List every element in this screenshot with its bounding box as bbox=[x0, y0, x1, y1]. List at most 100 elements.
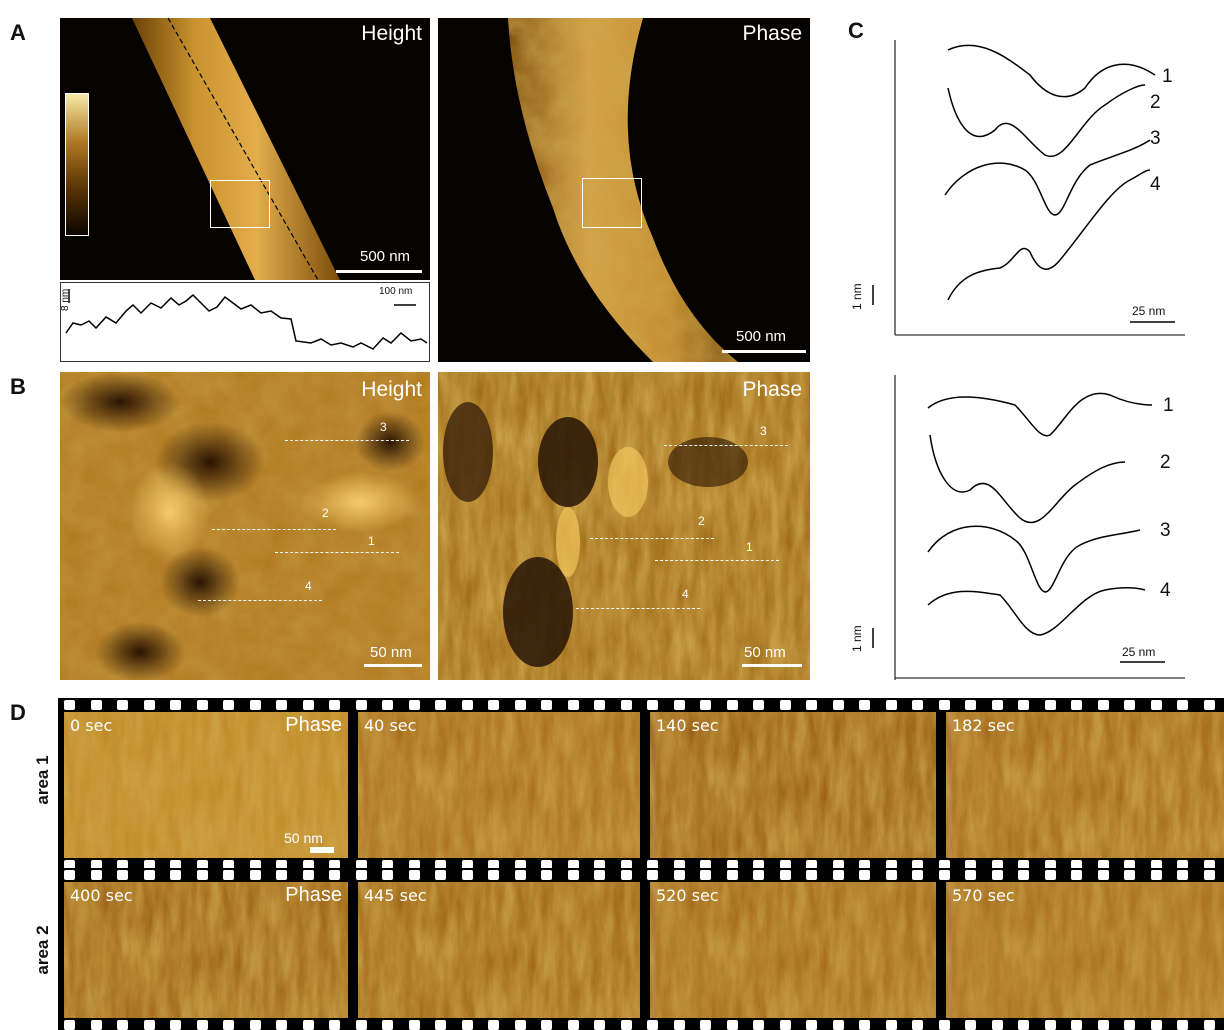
film-sprocket-hole bbox=[779, 700, 791, 710]
film-sprocket-hole bbox=[567, 700, 579, 710]
film-sprocket-hole bbox=[302, 860, 314, 870]
film-sprocket-hole bbox=[965, 1020, 976, 1030]
profile-line-number: 1 bbox=[368, 534, 375, 548]
film-sprocket-hole bbox=[276, 1020, 287, 1030]
film-sprocket-hole bbox=[1124, 700, 1135, 710]
film-sprocket-hole bbox=[329, 870, 340, 880]
film-sprocket-hole bbox=[541, 1020, 552, 1030]
film-sprocket-hole bbox=[594, 1020, 605, 1030]
film-sprocket-hole bbox=[223, 700, 234, 710]
top-hscale-label: 25 nm bbox=[1132, 304, 1166, 318]
time-label: 400 sec bbox=[70, 886, 133, 905]
film-sprocket-hole bbox=[885, 700, 897, 710]
scale-label: 500 nm bbox=[736, 328, 787, 345]
profile-line-number: 4 bbox=[682, 587, 689, 601]
profile-line-number: 2 bbox=[698, 514, 705, 528]
film-sprocket-hole bbox=[143, 860, 155, 870]
film-sprocket-hole bbox=[938, 700, 950, 710]
film-sprocket-hole bbox=[1124, 860, 1135, 870]
scale-bar bbox=[364, 664, 422, 667]
profile-line-2 bbox=[212, 529, 336, 530]
scale-label: 50 nm bbox=[370, 644, 412, 661]
film-sprocket-hole bbox=[170, 1020, 181, 1030]
film-sprocket-hole bbox=[382, 870, 393, 880]
film-sprocket-hole bbox=[514, 860, 526, 870]
film-sprocket-hole bbox=[488, 860, 499, 870]
frame-182-sec: 182 sec bbox=[946, 712, 1224, 858]
film-sprocket-hole bbox=[673, 870, 685, 880]
film-sprocket-hole bbox=[938, 860, 950, 870]
film-sprocket-hole bbox=[408, 700, 420, 710]
film-sprocket-hole bbox=[1124, 870, 1135, 880]
bottom-vscale-label: 1 nm bbox=[850, 625, 864, 652]
scale-bar bbox=[722, 350, 806, 353]
top-vscale-label: 1 nm bbox=[850, 283, 864, 310]
film-sprocket-hole bbox=[1071, 1020, 1082, 1030]
profile-line-3 bbox=[664, 445, 788, 446]
film-sprocket-hole bbox=[1177, 870, 1188, 880]
film-strip-area-2: 400 sec Phase 445 sec 520 sec 570 sec bbox=[58, 868, 1224, 1030]
film-sprocket-hole bbox=[912, 700, 923, 710]
film-sprocket-hole bbox=[753, 700, 764, 710]
film-sprocket-hole bbox=[541, 700, 552, 710]
profile-line-2 bbox=[590, 538, 714, 539]
film-sprocket-hole bbox=[647, 700, 658, 710]
film-sprocket-hole bbox=[355, 860, 367, 870]
film-sprocket-hole bbox=[1097, 700, 1109, 710]
film-sprocket-hole bbox=[1071, 700, 1082, 710]
film-sprocket-hole bbox=[700, 860, 711, 870]
film-sprocket-hole bbox=[1018, 870, 1029, 880]
film-sprocket-hole bbox=[620, 870, 632, 880]
frame-570-sec: 570 sec bbox=[946, 882, 1224, 1018]
film-sprocket-hole bbox=[991, 870, 1003, 880]
film-sprocket-hole bbox=[832, 870, 844, 880]
height-profile: 8 nm 100 nm bbox=[60, 282, 430, 362]
film-sprocket-hole bbox=[832, 860, 844, 870]
phase-label: Phase bbox=[285, 714, 342, 736]
film-sprocket-hole bbox=[991, 860, 1003, 870]
film-sprocket-hole bbox=[223, 870, 234, 880]
film-sprocket-hole bbox=[541, 870, 552, 880]
film-sprocket-hole bbox=[991, 1020, 1003, 1030]
row-label-area-2: area 2 bbox=[33, 925, 52, 975]
film-sprocket-hole bbox=[117, 860, 128, 870]
film-sprocket-hole bbox=[885, 860, 897, 870]
film-sprocket-hole bbox=[302, 700, 314, 710]
scale-bar bbox=[310, 847, 334, 853]
film-sprocket-hole bbox=[912, 870, 923, 880]
frame-40-sec: 40 sec bbox=[358, 712, 640, 858]
panel-letter-c: C bbox=[848, 18, 864, 43]
film-sprocket-hole bbox=[1044, 700, 1056, 710]
film-sprocket-hole bbox=[514, 870, 526, 880]
film-sprocket-hole bbox=[594, 700, 605, 710]
film-sprocket-hole bbox=[1018, 1020, 1029, 1030]
film-sprocket-hole bbox=[832, 700, 844, 710]
film-sprocket-hole bbox=[329, 1020, 340, 1030]
profile-line-number: 2 bbox=[322, 506, 329, 520]
film-sprocket-hole bbox=[276, 860, 287, 870]
film-sprocket-hole bbox=[488, 700, 499, 710]
film-sprocket-hole bbox=[832, 1020, 844, 1030]
film-sprocket-hole bbox=[329, 700, 340, 710]
profile-line-1 bbox=[275, 552, 399, 553]
panel-letter-a: A bbox=[10, 20, 26, 45]
film-sprocket-hole bbox=[64, 700, 75, 710]
film-sprocket-hole bbox=[1044, 1020, 1056, 1030]
curve-label-4: 4 bbox=[1160, 580, 1171, 601]
film-sprocket-hole bbox=[223, 1020, 234, 1030]
afm-height-image-b: Height 3 2 1 4 50 nm bbox=[60, 372, 430, 680]
film-sprocket-hole bbox=[806, 870, 817, 880]
film-sprocket-hole bbox=[461, 700, 473, 710]
film-sprocket-hole bbox=[885, 870, 897, 880]
film-sprocket-hole bbox=[117, 1020, 128, 1030]
film-sprocket-hole bbox=[620, 700, 632, 710]
film-sprocket-hole bbox=[64, 1020, 75, 1030]
film-sprocket-hole bbox=[1150, 870, 1162, 880]
height-label: Height bbox=[361, 22, 422, 45]
film-sprocket-hole bbox=[779, 860, 791, 870]
film-sprocket-hole bbox=[249, 700, 261, 710]
profile-line-number: 3 bbox=[380, 420, 387, 434]
panel-letter-d: D bbox=[10, 700, 26, 725]
curve-label-3: 3 bbox=[1150, 128, 1161, 149]
film-sprocket-hole bbox=[488, 1020, 499, 1030]
